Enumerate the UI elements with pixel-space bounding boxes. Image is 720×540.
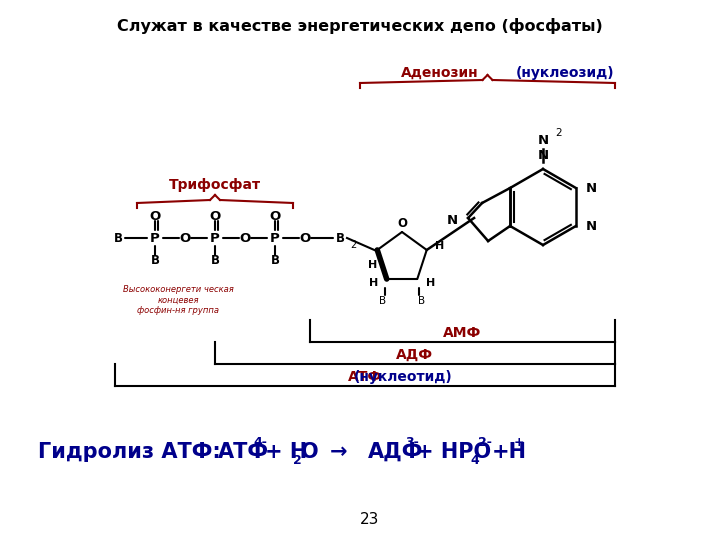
Text: H: H xyxy=(369,278,378,288)
Text: АТФ: АТФ xyxy=(218,442,269,462)
Text: 2: 2 xyxy=(293,454,302,467)
Text: B: B xyxy=(150,253,160,267)
Text: Гидролиз АТФ:: Гидролиз АТФ: xyxy=(38,442,221,462)
Text: B: B xyxy=(210,253,220,267)
Text: АДФ: АДФ xyxy=(368,442,423,462)
Text: 4: 4 xyxy=(470,454,479,467)
Text: →: → xyxy=(330,442,348,462)
Text: O: O xyxy=(239,232,251,245)
Text: O: O xyxy=(397,217,407,230)
Text: + Н: + Н xyxy=(265,442,307,462)
Text: Трифосфат: Трифосфат xyxy=(169,178,261,192)
Text: N: N xyxy=(537,149,549,162)
Text: B: B xyxy=(336,232,344,245)
Text: Высококонергети ческая
концевея
фосфин-ня группа: Высококонергети ческая концевея фосфин-н… xyxy=(122,285,233,315)
Text: N: N xyxy=(586,219,597,233)
Text: B: B xyxy=(379,296,387,306)
Text: +: + xyxy=(514,436,525,449)
Text: 4-: 4- xyxy=(253,436,267,449)
Text: АМФ: АМФ xyxy=(444,326,482,340)
Text: O: O xyxy=(179,232,191,245)
Text: N: N xyxy=(537,134,549,147)
Text: P: P xyxy=(210,232,220,245)
Text: АТФ: АТФ xyxy=(348,370,382,384)
Text: P: P xyxy=(270,232,280,245)
Text: О: О xyxy=(301,442,319,462)
Text: H: H xyxy=(426,278,435,288)
Text: O: O xyxy=(300,232,310,245)
Text: Аденозин: Аденозин xyxy=(401,66,479,80)
Text: B: B xyxy=(271,253,279,267)
Text: + НРО: + НРО xyxy=(416,442,491,462)
Text: O: O xyxy=(210,210,220,222)
Text: 2-: 2- xyxy=(478,436,492,449)
Text: 2: 2 xyxy=(555,128,562,138)
Text: Служат в качестве энергетических депо (фосфаты): Служат в качестве энергетических депо (ф… xyxy=(117,18,603,34)
Text: (нуклеозид): (нуклеозид) xyxy=(516,66,614,80)
Text: 23: 23 xyxy=(360,512,379,528)
Text: АДФ: АДФ xyxy=(397,348,433,362)
Text: B: B xyxy=(114,232,122,245)
Text: B: B xyxy=(418,296,425,306)
Text: P: P xyxy=(150,232,160,245)
Text: N: N xyxy=(586,181,597,194)
Text: +Н: +Н xyxy=(492,442,527,462)
Text: O: O xyxy=(269,210,281,222)
Text: H: H xyxy=(368,260,377,270)
Text: N: N xyxy=(447,213,458,226)
Text: H: H xyxy=(435,241,444,251)
Text: (нуклеотид): (нуклеотид) xyxy=(354,370,452,384)
Text: 3-: 3- xyxy=(405,436,419,449)
Text: 2: 2 xyxy=(350,240,356,250)
Text: O: O xyxy=(149,210,161,222)
